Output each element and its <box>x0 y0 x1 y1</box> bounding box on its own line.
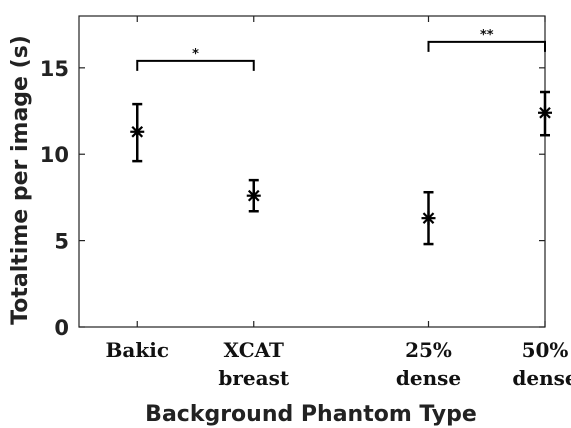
data-markers <box>130 105 552 226</box>
x-tick-label: dense <box>512 366 571 390</box>
x-tick-label: breast <box>218 366 289 390</box>
data-point <box>538 105 552 120</box>
x-tick-label: dense <box>396 366 461 390</box>
significance-brackets: *** <box>136 28 546 71</box>
x-axis-ticks: Bakic XCAT breast 25% dense 50% dense <box>106 16 571 390</box>
marker-stroke <box>131 125 144 138</box>
x-tick-label: Bakic <box>106 338 170 362</box>
significance-label: * <box>192 47 199 62</box>
y-tick-label: 0 <box>54 316 69 340</box>
error-bars <box>132 90 550 246</box>
x-axis-title: Background Phantom Type <box>145 402 477 427</box>
y-tick-label: 15 <box>40 57 69 81</box>
plot-area-border <box>78 15 546 328</box>
plot-frame <box>78 15 546 328</box>
data-point <box>130 124 145 139</box>
marker-stroke <box>422 212 435 224</box>
data-point <box>246 188 261 203</box>
significance-bracket <box>136 59 255 71</box>
significance-label: ** <box>480 28 494 43</box>
y-tick-label: 5 <box>54 230 69 254</box>
x-tick-label: 50% <box>522 338 569 362</box>
y-axis-title: Totaltime per image (s) <box>8 35 33 325</box>
marker-stroke <box>539 106 551 119</box>
data-point <box>421 211 436 226</box>
marker-stroke <box>247 189 260 202</box>
x-tick-label: XCAT <box>224 338 285 362</box>
x-tick-label: 25% <box>405 338 452 362</box>
y-axis-ticks: 0 5 10 15 <box>40 57 545 340</box>
y-tick-label: 10 <box>40 143 69 167</box>
significance-bracket <box>427 40 546 52</box>
